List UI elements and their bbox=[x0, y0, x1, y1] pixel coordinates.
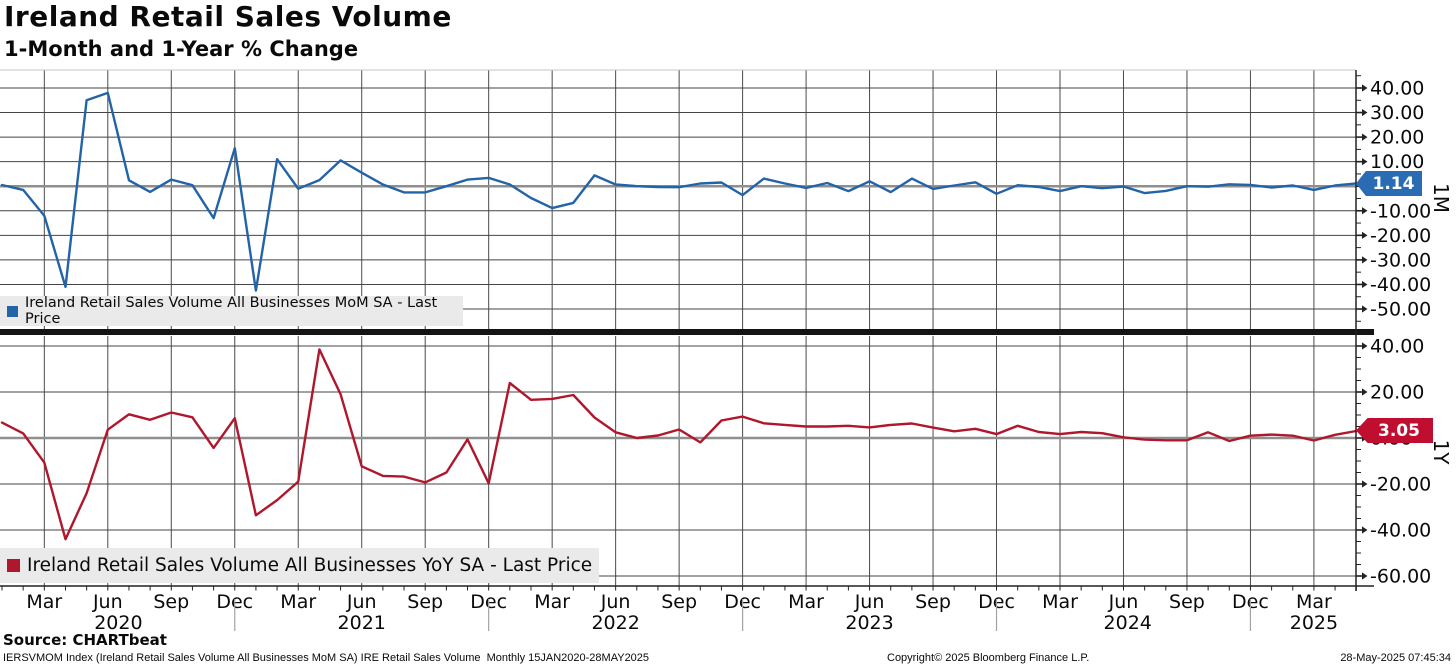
x-tick-label: Jun bbox=[600, 591, 631, 613]
y-tick-arrow-icon bbox=[1362, 133, 1368, 141]
legend-swatch-mom-icon bbox=[7, 305, 18, 317]
x-tick-label: Sep bbox=[915, 591, 951, 613]
legend-mom: Ireland Retail Sales Volume All Business… bbox=[0, 295, 463, 327]
copyright-notice: Copyright© 2025 Bloomberg Finance L.P. bbox=[887, 652, 1090, 664]
y-tick-label: -60.00 bbox=[1370, 566, 1431, 588]
last-price-badge-1m: 1.14 bbox=[1356, 171, 1422, 196]
y-tick-label: 40.00 bbox=[1370, 78, 1424, 100]
axis-unit-label-1y: 1Y bbox=[1429, 439, 1453, 465]
y-tick-label: -10.00 bbox=[1370, 200, 1431, 222]
x-tick-label: Sep bbox=[661, 591, 697, 613]
y-tick-arrow-icon bbox=[1362, 526, 1368, 534]
y-tick-label: 40.00 bbox=[1370, 336, 1424, 358]
y-tick-arrow-icon bbox=[1362, 480, 1368, 488]
y-tick-label: 20.00 bbox=[1370, 127, 1424, 149]
x-tick-label: Jun bbox=[346, 591, 377, 613]
x-tick-label: Jun bbox=[92, 591, 123, 613]
x-year-label: 2020 bbox=[94, 612, 142, 634]
y-tick-arrow-icon bbox=[1362, 207, 1368, 215]
x-year-label: 2021 bbox=[338, 612, 386, 634]
series-line-1y bbox=[0, 348, 1357, 541]
x-year-label: 2024 bbox=[1104, 612, 1152, 634]
x-tick-label: Mar bbox=[534, 591, 570, 613]
y-tick-label: -40.00 bbox=[1370, 520, 1431, 542]
legend-mom-label: Ireland Retail Sales Volume All Business… bbox=[25, 295, 438, 327]
source-label: Source: CHARTbeat bbox=[3, 631, 167, 649]
x-tick-label: Mar bbox=[1042, 591, 1078, 613]
x-tick-label: Mar bbox=[788, 591, 824, 613]
y-tick-label: -40.00 bbox=[1370, 274, 1431, 296]
x-tick-label: Mar bbox=[1296, 591, 1332, 613]
series-line-1m bbox=[0, 91, 1357, 292]
x-tick-label: Jun bbox=[1108, 591, 1139, 613]
y-tick-label: 10.00 bbox=[1370, 151, 1424, 173]
y-tick-label: 20.00 bbox=[1370, 382, 1424, 404]
y-tick-arrow-icon bbox=[1362, 256, 1368, 264]
x-year-label: 2022 bbox=[591, 612, 639, 634]
axis-unit-label-1m: 1M bbox=[1429, 183, 1453, 213]
y-tick-arrow-icon bbox=[1362, 305, 1368, 313]
y-tick-label: -20.00 bbox=[1370, 474, 1431, 496]
y-tick-label: 30.00 bbox=[1370, 102, 1424, 124]
y-tick-arrow-icon bbox=[1362, 342, 1368, 350]
y-tick-arrow-icon bbox=[1362, 158, 1368, 166]
timestamp: 28-May-2025 07:45:34 bbox=[1340, 652, 1451, 664]
y-tick-label: -20.00 bbox=[1370, 225, 1431, 247]
ticker-descriptor: IERSVMOM Index (Ireland Retail Sales Vol… bbox=[3, 652, 650, 664]
x-year-label: 2025 bbox=[1290, 612, 1338, 634]
x-tick-label: Sep bbox=[153, 591, 189, 613]
last-price-badge-1y: 3.05 bbox=[1356, 418, 1433, 443]
y-tick-label: -30.00 bbox=[1370, 249, 1431, 271]
y-tick-arrow-icon bbox=[1362, 231, 1368, 239]
page-subtitle: 1-Month and 1-Year % Change bbox=[4, 37, 359, 61]
legend-yoy: Ireland Retail Sales Volume All Business… bbox=[0, 548, 599, 583]
x-year-label: 2023 bbox=[845, 612, 893, 634]
y-tick-arrow-icon bbox=[1362, 108, 1368, 117]
y-tick-label: -50.00 bbox=[1370, 299, 1431, 321]
x-tick-label: Sep bbox=[407, 591, 443, 613]
legend-swatch-yoy-icon bbox=[7, 559, 20, 572]
legend-yoy-label: Ireland Retail Sales Volume All Business… bbox=[27, 555, 593, 576]
x-tick-label: Mar bbox=[26, 591, 62, 613]
x-tick-label: Jun bbox=[854, 591, 885, 613]
x-tick-label: Mar bbox=[280, 591, 316, 613]
y-tick-arrow-icon bbox=[1362, 572, 1368, 580]
x-tick-label: Sep bbox=[1169, 591, 1205, 613]
y-tick-arrow-icon bbox=[1362, 280, 1368, 289]
y-tick-arrow-icon bbox=[1362, 84, 1368, 92]
y-tick-arrow-icon bbox=[1362, 388, 1368, 396]
page-title: Ireland Retail Sales Volume bbox=[4, 0, 452, 33]
panel-divider bbox=[0, 329, 1374, 335]
